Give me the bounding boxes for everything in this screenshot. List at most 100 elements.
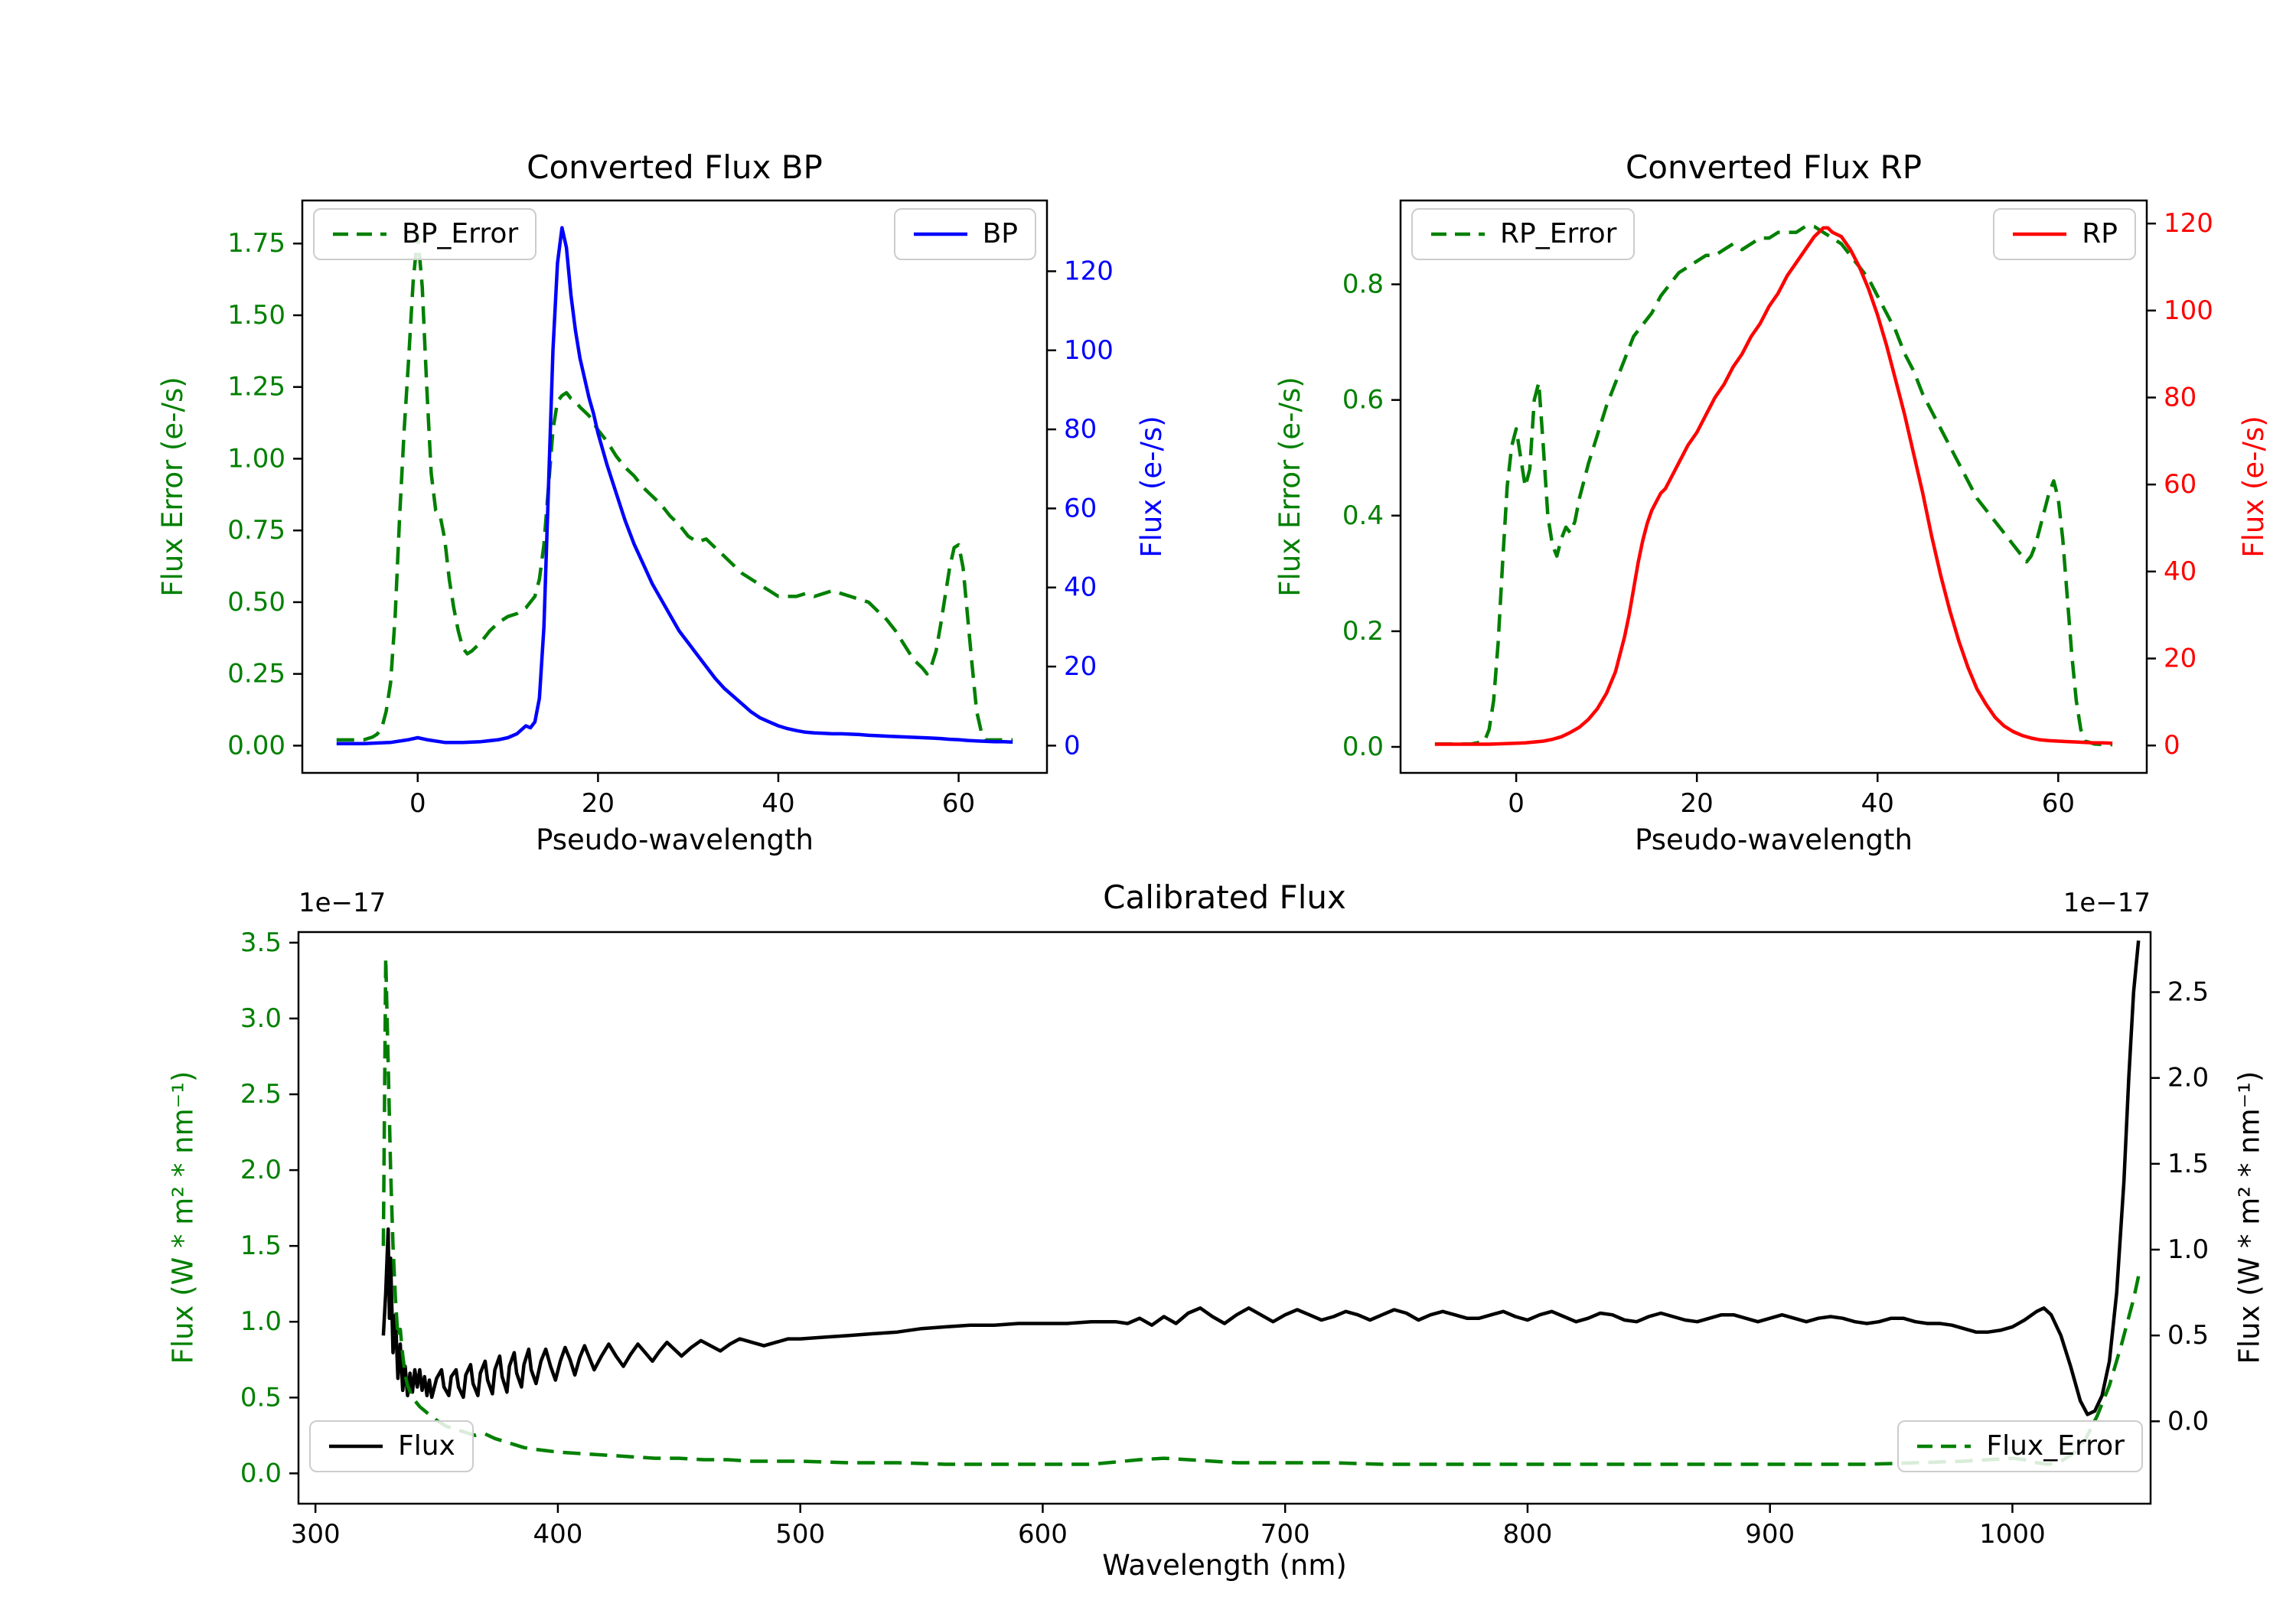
cal-plot-area: 300 400 500 600 700 800 900 1000 0.0 0.5 1.0 1.5 2.0…: [240, 927, 2209, 1550]
bp-right-tick-label: 40: [1064, 572, 1097, 603]
bp-right-tick-label: 60: [1064, 493, 1097, 523]
cal-left-tick-label: 0.5: [240, 1382, 282, 1413]
cal-xaxis-label: Wavelength (nm): [1102, 1549, 1347, 1582]
cal-x-tick-label: 500: [775, 1519, 825, 1550]
rp-left-tick-label: 0.8: [1342, 269, 1384, 300]
bp-left-yaxis-label: Flux Error (e-/s): [156, 376, 189, 597]
rp-x-tick-label: 20: [1681, 788, 1714, 819]
flux-error-legend-label: Flux_Error: [1986, 1430, 2125, 1462]
cal-right-yaxis-label: Flux (W * m² * nm⁻¹): [2232, 1071, 2266, 1364]
cal-left-yaxis-label: Flux (W * m² * nm⁻¹): [166, 1071, 200, 1364]
cal-chart-title: Calibrated Flux: [1103, 878, 1346, 916]
bp-left-tick-label: 0.75: [227, 515, 285, 546]
cal-right-tick-label: 1.0: [2167, 1234, 2209, 1265]
bp-x-tick-label: 40: [762, 788, 794, 819]
rp-right-tick-label: 20: [2164, 644, 2197, 674]
bp-left-tick-label: 0.00: [227, 730, 285, 761]
rp-x-tick-label: 0: [1508, 788, 1525, 819]
bp-legend: BP: [893, 208, 1036, 260]
rp-plot-area: 0 20 40 60 0.0 0.2 0.4 0.6 0.8 0 20 40 60 80 100 120: [1342, 199, 2213, 819]
rp-line: [1434, 226, 2113, 746]
rp-right-tick-label: 60: [2164, 469, 2197, 500]
cal-x-tick-label: 1000: [1979, 1519, 2046, 1550]
bp-error-line: [336, 233, 1013, 742]
cal-left-tick-label: 1.5: [240, 1231, 282, 1261]
rp-right-tick-label: 0: [2164, 730, 2180, 761]
bp-left-tick-label: 0.50: [227, 587, 285, 618]
bp-x-tick-label: 60: [942, 788, 975, 819]
bp-error-legend-label: BP_Error: [402, 218, 519, 249]
flux-error-legend-sample-line: [1917, 1444, 1971, 1449]
rp-chart-title: Converted Flux RP: [1625, 148, 1923, 186]
flux-line: [381, 940, 2141, 1416]
cal-x-tick-label: 700: [1261, 1519, 1310, 1550]
bp-left-tick-label: 1.50: [227, 300, 285, 331]
bp-axes-frame: [301, 199, 1049, 774]
bp-left-tick-label: 1.75: [227, 228, 285, 259]
bp-left-tick-label: 1.25: [227, 372, 285, 403]
rp-right-tick-label: 100: [2164, 295, 2213, 326]
cal-right-offset-text: 1e−17: [2063, 888, 2151, 918]
rp-x-tick-label: 60: [2042, 788, 2075, 819]
bp-left-tick-label: 1.00: [227, 443, 285, 474]
cal-x-tick-label: 600: [1018, 1519, 1068, 1550]
cal-axes-frame: [297, 931, 2152, 1505]
cal-left-tick-label: 2.5: [240, 1079, 282, 1110]
rp-right-yaxis-label: Flux (e-/s): [2237, 416, 2270, 558]
bp-right-tick-label: 80: [1064, 414, 1097, 445]
bp-legend-sample-line: [913, 232, 967, 236]
rp-error-legend-sample-line: [1431, 232, 1485, 236]
cal-left-tick-label: 2.0: [240, 1155, 282, 1185]
cal-right-tick-label: 1.5: [2167, 1149, 2209, 1179]
flux-error-legend: Flux_Error: [1897, 1420, 2143, 1472]
rp-left-tick-label: 0.2: [1342, 616, 1384, 647]
cal-x-tick-label: 400: [533, 1519, 582, 1550]
bp-legend-label: BP: [982, 218, 1018, 249]
cal-left-tick-label: 1.0: [240, 1306, 282, 1337]
bp-chart-title: Converted Flux BP: [527, 148, 823, 186]
cal-left-tick-label: 3.0: [240, 1003, 282, 1034]
rp-error-legend: RP_Error: [1411, 208, 1636, 260]
bp-error-legend: BP_Error: [313, 208, 537, 260]
bp-right-tick-label: 120: [1064, 256, 1114, 286]
rp-legend-label: RP: [2082, 218, 2118, 249]
rp-legend-sample-line: [2013, 232, 2067, 236]
rp-error-legend-label: RP_Error: [1500, 218, 1617, 249]
cal-x-tick-label: 900: [1745, 1519, 1795, 1550]
bp-right-yaxis-label: Flux (e-/s): [1135, 416, 1168, 558]
bp-xaxis-label: Pseudo-wavelength: [536, 823, 814, 856]
bp-plot-area: 0 20 40 60 0.00 0.25 0.50 0.75 1.00 1.25 1.50 1.75 0…: [227, 199, 1114, 819]
cal-right-tick-label: 0.0: [2167, 1406, 2209, 1436]
bp-x-tick-label: 20: [582, 788, 615, 819]
flux-legend: Flux: [309, 1420, 474, 1472]
rp-axes-frame: [1399, 199, 2148, 774]
rp-left-tick-label: 0.0: [1342, 732, 1384, 762]
cal-left-tick-label: 3.5: [240, 927, 282, 958]
flux-legend-sample-line: [329, 1444, 383, 1449]
cal-x-tick-label: 800: [1502, 1519, 1552, 1550]
cal-right-tick-label: 0.5: [2167, 1320, 2209, 1351]
bp-right-tick-label: 20: [1064, 651, 1097, 682]
rp-left-tick-label: 0.6: [1342, 385, 1384, 416]
bp-left-tick-label: 0.25: [227, 659, 285, 689]
cal-x-tick-label: 300: [291, 1519, 341, 1550]
bp-error-legend-sample-line: [333, 232, 386, 236]
bp-line: [336, 226, 1013, 746]
cal-left-offset-text: 1e−17: [298, 888, 386, 918]
rp-left-yaxis-label: Flux Error (e-/s): [1274, 376, 1306, 597]
rp-right-tick-label: 40: [2164, 556, 2197, 587]
cal-right-tick-label: 2.0: [2167, 1063, 2209, 1094]
bp-x-tick-label: 0: [409, 788, 426, 819]
rp-error-line: [1434, 224, 2113, 747]
bp-right-tick-label: 100: [1064, 335, 1114, 366]
flux-legend-label: Flux: [398, 1430, 455, 1462]
flux-error-line: [381, 956, 2141, 1466]
bp-right-tick-label: 0: [1064, 730, 1081, 761]
rp-right-tick-label: 120: [2164, 208, 2213, 239]
rp-right-tick-label: 80: [2164, 382, 2197, 412]
rp-legend: RP: [1993, 208, 2136, 260]
rp-x-tick-label: 40: [1861, 788, 1894, 819]
rp-xaxis-label: Pseudo-wavelength: [1635, 823, 1913, 856]
